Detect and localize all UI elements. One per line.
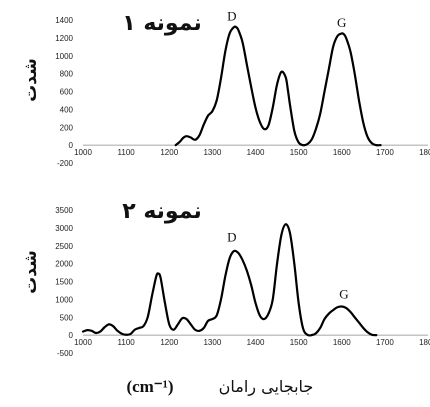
chart-1-y-tick-label: 800 [60,70,74,79]
chart-2-x-tick-label: 1300 [203,338,221,347]
chart-2-y-tick-label: 3500 [55,206,73,215]
chart-1-y-tick-label: 0 [69,141,74,150]
x-axis-label: جابجایی رامان [219,377,314,397]
chart-1-y-tick-label: 1200 [55,34,73,43]
x-axis-unit: (cm⁻¹) [126,377,173,396]
chart-2-annotations: DG [227,230,349,302]
chart-sample-2: 1000 1100 1200 1300 1400 1500 1600 1700 1800 -500… [21,199,430,358]
chart-1-x-tick-label: 1600 [333,148,351,157]
chart-1-x-tick-label: 1800 [419,148,430,157]
chart-2-title: نمونه ۲ [122,199,202,224]
chart-1-y-tick-label: 1400 [55,16,73,25]
chart-1-x-tick-label: 1100 [118,148,136,157]
chart-1-title: نمونه ۱ [122,11,202,36]
chart-1-peak-label-G: G [337,15,346,30]
chart-2-peak-label-D: D [227,230,236,245]
chart-1-y-tick-label: 400 [60,105,74,114]
chart-2-x-tick-label: 1100 [118,338,136,347]
chart-2-ylabel: شدت [21,250,41,294]
chart-2-y-tick-label: 2000 [55,260,73,269]
chart-1-y-tick-label: 600 [60,88,74,97]
chart-2-x-tick-label: 1800 [419,338,430,347]
chart-1-tick-labels: 1000 1100 1200 1300 1400 1500 1600 1700 1800 -200… [55,16,430,168]
chart-sample-1: 1000 1100 1200 1300 1400 1500 1600 1700 1800 -200… [21,8,430,168]
chart-1-y-tick-label: 200 [60,123,74,132]
chart-1-series-line [174,25,382,147]
chart-2-x-tick-label: 1200 [160,338,178,347]
chart-2-x-tick-label: 1000 [74,338,92,347]
chart-2-y-tick-label: 1000 [55,295,73,304]
chart-1-y-tick-label: 1000 [55,52,73,61]
chart-1-x-tick-label: 1300 [203,148,221,157]
chart-1-x-tick-label: 1000 [74,148,92,157]
chart-1-y-tick-label: -200 [57,159,74,168]
x-axis-title: (cm⁻¹) جابجایی رامان [126,377,313,397]
chart-1-ylabel: شدت [21,58,41,102]
chart-1-x-tick-label: 1700 [376,148,394,157]
chart-2-series-line [81,223,378,337]
chart-1-x-tick-label: 1200 [160,148,178,157]
chart-1-x-tick-label: 1400 [247,148,265,157]
chart-2-x-tick-label: 1400 [247,338,265,347]
chart-2-x-tick-label: 1600 [333,338,351,347]
chart-2-x-tick-label: 1500 [290,338,308,347]
chart-2-x-tick-label: 1700 [376,338,394,347]
chart-1-peak-label-D: D [227,8,236,23]
chart-2-y-tick-label: 0 [69,331,74,340]
chart-1-x-tick-label: 1500 [290,148,308,157]
chart-2-y-tick-label: 1500 [55,278,73,287]
chart-2-y-tick-label: 500 [60,313,74,322]
chart-2-y-tick-label: -500 [57,349,74,358]
chart-2-y-tick-label: 2500 [55,242,73,251]
chart-2-peak-label-G: G [339,287,348,302]
chart-2-tick-labels: 1000 1100 1200 1300 1400 1500 1600 1700 1800 -500… [55,206,430,358]
chart-2-y-tick-label: 3000 [55,224,73,233]
